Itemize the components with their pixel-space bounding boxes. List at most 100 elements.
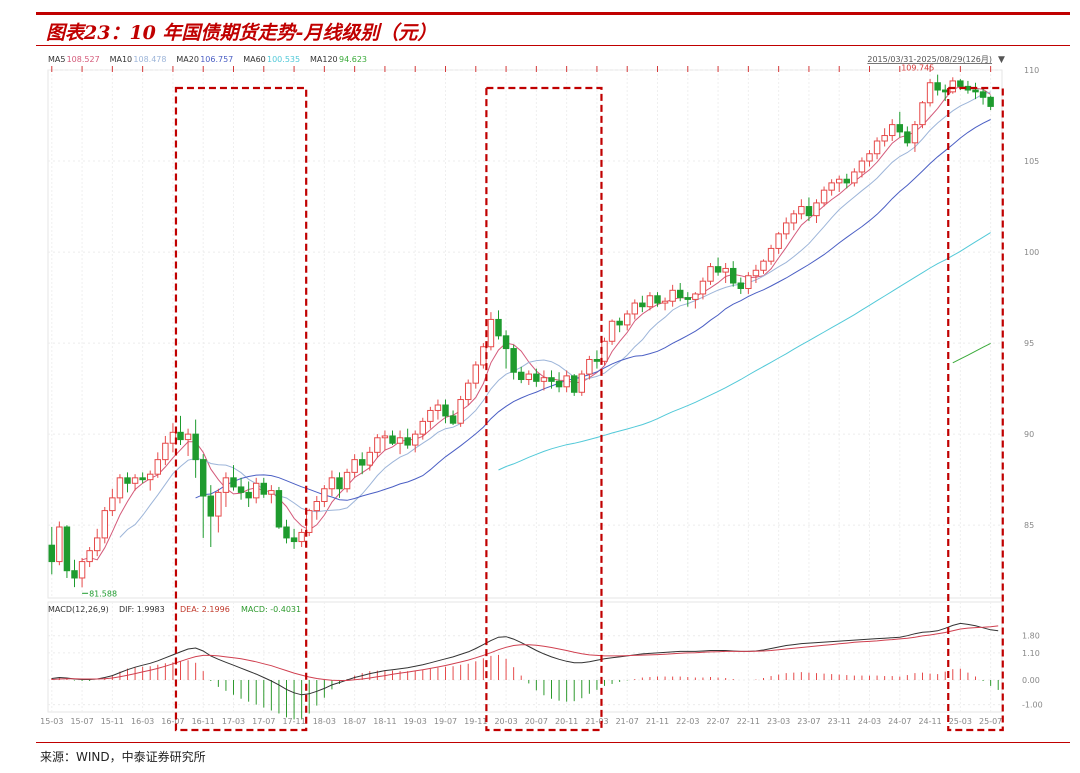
xtick-label: 18-03: [313, 717, 336, 726]
highlight-period-box: [174, 86, 308, 732]
ma-legend-value: 108.527: [67, 55, 100, 64]
xtick-label: 20-03: [494, 717, 517, 726]
candle-body: [336, 477, 343, 490]
figure-title: 图表23：10 年国债期货走势-月线级别（元）: [46, 22, 437, 44]
xtick-label: 17-11: [282, 717, 305, 726]
candle-body: [957, 80, 964, 87]
candle-body: [487, 318, 495, 348]
candle-body: [283, 526, 290, 539]
xtick-label: 22-07: [706, 717, 729, 726]
candle-body: [63, 526, 71, 572]
candle-body: [926, 82, 934, 104]
xtick-label: 23-07: [797, 717, 820, 726]
kline-plot-area: [47, 69, 1003, 599]
candle-body: [904, 131, 911, 144]
xtick-label: 24-03: [858, 717, 881, 726]
candle-body: [313, 501, 321, 512]
xtick-label: 24-11: [918, 717, 941, 726]
macd-ytick-label: -1.00: [1022, 701, 1043, 710]
xtick-label: 22-11: [737, 717, 760, 726]
candle-body: [798, 206, 805, 215]
candle-body: [139, 477, 146, 481]
candle-body: [358, 459, 366, 466]
macd-dif-line: [51, 622, 999, 696]
macd-legend-item: DEA: 2.1996: [180, 605, 230, 614]
candle-body: [109, 497, 116, 512]
annotation-low-label: 81.588: [89, 589, 117, 598]
candle-body: [192, 433, 199, 461]
candle-body: [828, 182, 835, 191]
candle-body: [593, 358, 601, 362]
ma-legend-value: 100.535: [267, 55, 300, 64]
ma-legend-name: MA60: [243, 55, 266, 64]
candle-body: [215, 491, 222, 517]
ma-line-ma120: [952, 342, 991, 364]
macd-plot-area: [47, 601, 1003, 713]
xtick-label: 20-07: [525, 717, 548, 726]
ma-line-ma20: [195, 119, 991, 501]
xtick-label: 21-03: [585, 717, 608, 726]
candle-body: [154, 459, 162, 475]
xtick-label: 23-11: [828, 717, 851, 726]
xtick-label: 21-11: [646, 717, 669, 726]
candle-body: [389, 435, 396, 444]
candle-body: [343, 471, 351, 490]
candle-body: [563, 375, 570, 388]
kline-ytick-label: 95: [1024, 339, 1034, 348]
candle-body: [404, 437, 411, 446]
candle-body: [146, 473, 154, 481]
candle-body: [608, 320, 616, 342]
ma-line-ma10: [119, 91, 991, 538]
candle-body: [290, 537, 298, 543]
macd-dea-line: [51, 625, 999, 681]
candle-body: [260, 482, 268, 495]
xtick-label: 16-03: [131, 717, 154, 726]
candle-body: [93, 537, 101, 552]
candle-body: [268, 490, 275, 495]
candle-body: [71, 570, 78, 579]
date-range-dropdown-icon: ▼: [998, 55, 1005, 65]
candle-body: [366, 451, 374, 466]
candle-body: [843, 178, 851, 184]
candle-body: [949, 80, 957, 93]
candle-body: [888, 124, 896, 137]
candle-body: [169, 431, 177, 444]
candle-body: [321, 488, 328, 503]
candle-body: [298, 531, 305, 543]
candle-body: [101, 510, 109, 539]
xtick-label: 25-07: [979, 717, 1002, 726]
candle-body: [237, 486, 245, 493]
candle-body: [661, 300, 669, 304]
candle-body: [737, 282, 745, 289]
candle-body: [381, 435, 389, 439]
candle-body: [131, 477, 139, 484]
candle-body: [578, 373, 586, 393]
candle-body: [411, 433, 419, 446]
xtick-label: 19-03: [404, 717, 427, 726]
macd-ytick-label: 0.00: [1022, 676, 1040, 685]
candle-body: [676, 289, 684, 299]
candle-body: [729, 267, 737, 284]
candle-body: [510, 348, 517, 373]
candle-body: [714, 266, 722, 273]
candle-body: [805, 206, 813, 217]
candle-body: [48, 544, 56, 563]
candle-body: [472, 364, 480, 384]
candle-body: [873, 140, 881, 155]
candle-body: [601, 340, 608, 362]
macd-ytick-label: 1.80: [1022, 632, 1040, 641]
macd-legend-item: MACD: -0.4031: [241, 605, 301, 614]
candle-body: [396, 437, 404, 444]
candle-body: [222, 477, 230, 493]
kline-ytick-label: 90: [1024, 430, 1034, 439]
candle-body: [555, 380, 563, 388]
candle-body: [548, 377, 555, 382]
candle-body: [86, 550, 93, 563]
candle-body: [760, 260, 767, 271]
candle-body: [199, 459, 207, 497]
xtick-label: 15-03: [40, 717, 63, 726]
candle-body: [782, 222, 790, 235]
macd-legend-item: MACD(12,26,9): [48, 605, 109, 614]
candle-body: [987, 96, 994, 107]
xtick-label: 25-03: [949, 717, 972, 726]
